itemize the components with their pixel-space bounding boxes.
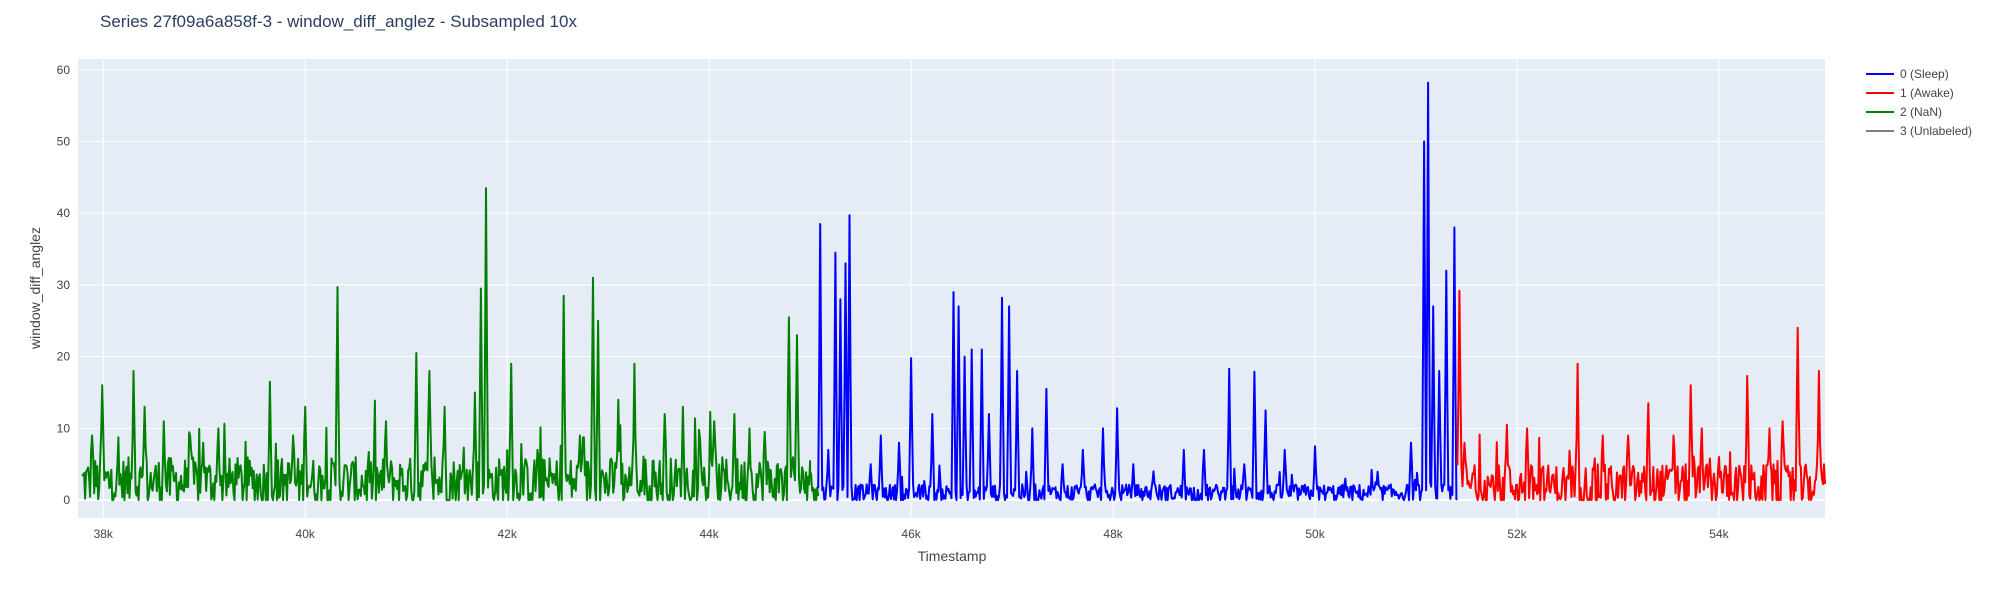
y-axis-ticks: 0 10 20 30 40 50 60 bbox=[57, 63, 71, 507]
x-axis-title: Timestamp bbox=[918, 548, 987, 564]
legend-item[interactable]: 1 (Awake) bbox=[1866, 86, 1954, 100]
x-tick-label: 54k bbox=[1709, 527, 1729, 541]
x-tick-label: 40k bbox=[296, 527, 316, 541]
series-line-2 bbox=[81, 187, 820, 502]
x-tick-label: 48k bbox=[1103, 527, 1123, 541]
legend-item[interactable]: 3 (Unlabeled) bbox=[1866, 124, 1972, 138]
y-tick-label: 60 bbox=[57, 63, 71, 77]
x-tick-label: 50k bbox=[1305, 527, 1325, 541]
x-tick-label: 38k bbox=[94, 527, 114, 541]
y-tick-label: 10 bbox=[57, 421, 71, 435]
series-line-0 bbox=[817, 81, 1458, 502]
y-tick-label: 40 bbox=[57, 206, 71, 220]
x-axis-ticks: 38k 40k 42k 44k 46k 48k 50k 52k 54k bbox=[94, 527, 1730, 541]
legend-label: 3 (Unlabeled) bbox=[1900, 124, 1972, 138]
legend-item[interactable]: 2 (NaN) bbox=[1866, 105, 1942, 119]
x-tick-label: 42k bbox=[497, 527, 517, 541]
y-axis-title: window_diff_anglez bbox=[27, 227, 43, 350]
x-tick-label: 52k bbox=[1507, 527, 1527, 541]
legend-label: 2 (NaN) bbox=[1900, 105, 1942, 119]
series-line-1 bbox=[1456, 289, 1826, 502]
legend-label: 1 (Awake) bbox=[1900, 86, 1954, 100]
x-tick-label: 44k bbox=[699, 527, 719, 541]
y-tick-label: 20 bbox=[57, 350, 71, 364]
legend[interactable]: 0 (Sleep) 1 (Awake) 2 (NaN) 3 (Unlabeled) bbox=[1866, 67, 1972, 138]
y-tick-label: 50 bbox=[57, 134, 71, 148]
y-tick-label: 30 bbox=[57, 278, 71, 292]
x-tick-label: 46k bbox=[901, 527, 921, 541]
y-tick-label: 0 bbox=[63, 493, 70, 507]
legend-item[interactable]: 0 (Sleep) bbox=[1866, 67, 1949, 81]
chart-title: Series 27f09a6a858f-3 - window_diff_angl… bbox=[100, 12, 577, 31]
legend-label: 0 (Sleep) bbox=[1900, 67, 1949, 81]
series-layer bbox=[81, 81, 1826, 502]
grid-lines bbox=[78, 59, 1825, 518]
